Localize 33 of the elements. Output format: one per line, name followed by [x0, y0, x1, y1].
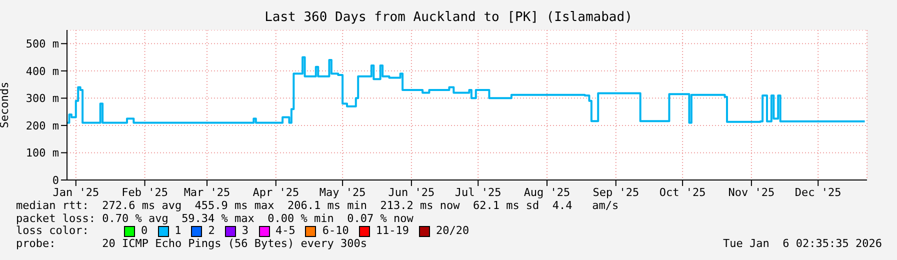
text: Tue Jan 6 02:35:35 2026 — [723, 236, 882, 250]
text: 0 — [141, 224, 148, 238]
y-axis-title: Seconds — [0, 82, 11, 128]
x-tick-label: Sep '25 — [592, 186, 640, 199]
x-tick-label: Jun '25 — [388, 186, 435, 199]
x-tick-label: Jul '25 — [454, 186, 502, 199]
y-tick-label: 100 m — [26, 146, 60, 160]
text: 11-19 — [376, 224, 409, 238]
text: 4-5 — [276, 224, 296, 238]
text: 20/20 — [436, 224, 470, 238]
x-tick-label: Aug '25 — [524, 186, 570, 199]
x-tick-label: Apr '25 — [252, 186, 300, 199]
x-tick-label: Mar '25 — [184, 186, 230, 199]
x-tick-label: Dec '25 — [794, 186, 842, 199]
x-tick-label: Feb '25 — [122, 186, 168, 199]
text: probe: 20 ICMP Echo Pings (56 Bytes) every 300s — [16, 236, 367, 250]
y-tick-label: 400 m — [26, 64, 60, 78]
text: packet loss: 0.70 % avg 59.34 % max 0.00 % min 0.07 % now — [16, 212, 414, 225]
text: loss color: — [16, 224, 90, 238]
y-tick-label: 300 m — [26, 92, 60, 106]
text: 2 — [208, 224, 215, 238]
text: 6-10 — [322, 224, 349, 238]
text: median rtt: 272.6 ms avg 455.9 ms max 206.1 ms min 213.2 ms now 62.1 ms sd 4.4 am/s — [16, 199, 620, 212]
x-tick-label: Jan '25 — [52, 186, 100, 199]
chart-title: Last 360 Days from Auckland to [PK] (Islamabad) — [264, 10, 634, 25]
text: 1 — [174, 224, 182, 238]
text: 3 — [242, 224, 248, 238]
y-tick-label: 500 m — [26, 38, 60, 51]
x-tick-label: Oct '25 — [659, 186, 706, 199]
y-tick-label: 0 — [52, 174, 59, 187]
x-tick-label: May '25 — [319, 186, 366, 199]
x-tick-label: Nov '25 — [728, 186, 775, 199]
y-tick-label: 200 m — [26, 119, 60, 132]
